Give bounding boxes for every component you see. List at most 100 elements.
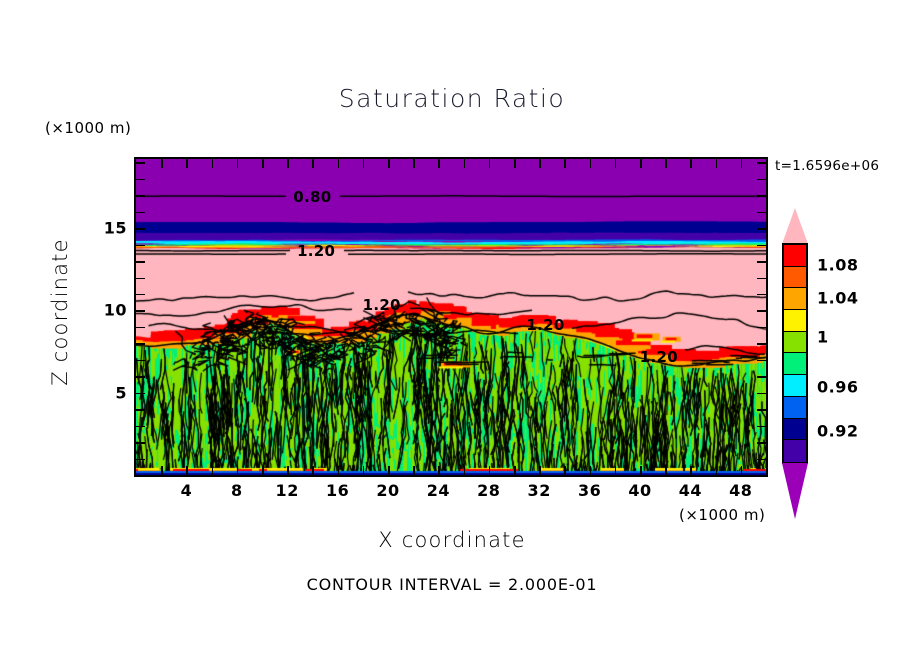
x-tick-label: 44: [678, 481, 703, 500]
x-axis-units-label: (×1000 m): [679, 506, 766, 524]
x-tick-label: 20: [376, 481, 400, 500]
axis-tick-mark: [539, 466, 541, 475]
axis-tick-mark: [757, 326, 766, 329]
colorbar-segment: [784, 418, 806, 441]
axis-tick-mark: [514, 466, 516, 475]
axis-tick-mark: [438, 466, 440, 475]
axis-tick-mark: [388, 466, 390, 475]
x-tick-label: 24: [426, 481, 451, 500]
x-tick-label: 36: [577, 481, 602, 500]
axis-tick-mark: [136, 293, 145, 296]
axis-tick-mark: [757, 458, 766, 461]
axis-tick-mark: [136, 228, 145, 230]
axis-tick-mark: [136, 359, 145, 362]
axis-tick-mark: [665, 466, 667, 475]
x-tick-label: 48: [729, 481, 753, 500]
colorbar-tick-label: 0.92: [817, 421, 859, 441]
axis-tick-mark: [337, 466, 340, 475]
axis-tick-mark: [463, 159, 466, 168]
axis-tick-mark: [715, 466, 718, 475]
axis-tick-mark: [211, 466, 214, 475]
x-tick-label: 28: [477, 481, 501, 500]
contour-value-label: 1.20: [362, 296, 401, 315]
axis-tick-mark: [136, 277, 145, 279]
axis-tick-mark: [514, 159, 516, 168]
axis-tick-mark: [757, 359, 766, 362]
contour-field-canvas: [136, 159, 766, 475]
axis-tick-mark: [136, 343, 145, 345]
axis-tick-mark: [757, 211, 766, 214]
axis-tick-mark: [757, 261, 766, 263]
colorbar-tick-label: 1.04: [817, 288, 859, 308]
time-stamp-label: t=1.6596e+06: [775, 158, 880, 174]
contour-value-label: 1.20: [297, 242, 336, 261]
colorbar[interactable]: [782, 243, 808, 464]
axis-tick-mark: [136, 261, 145, 263]
axis-tick-mark: [488, 466, 491, 475]
axis-tick-mark: [589, 159, 592, 168]
colorbar-tick-label: 0.96: [817, 377, 859, 397]
axis-tick-mark: [740, 466, 743, 475]
axis-tick-mark: [337, 159, 340, 168]
axis-tick-mark: [136, 211, 145, 214]
axis-tick-mark: [757, 376, 766, 378]
colorbar-segment: [784, 331, 806, 354]
colorbar-over-arrow: [782, 208, 808, 244]
y-tick-label: 10: [103, 300, 127, 320]
axis-tick-mark: [757, 442, 766, 444]
axis-tick-mark: [236, 466, 239, 475]
axis-tick-mark: [757, 162, 766, 164]
axis-tick-mark: [362, 466, 365, 475]
axis-tick-mark: [136, 326, 145, 329]
colorbar-under-arrow: [782, 463, 808, 519]
axis-tick-mark: [413, 159, 415, 168]
x-tick-label: 32: [527, 481, 551, 500]
axis-tick-mark: [362, 159, 365, 168]
colorbar-segment: [784, 288, 806, 311]
axis-tick-mark: [161, 466, 163, 475]
axis-tick-mark: [136, 376, 145, 378]
axis-tick-mark: [757, 425, 766, 428]
axis-tick-mark: [640, 159, 642, 168]
axis-tick-mark: [715, 159, 718, 168]
page-title: Saturation Ratio: [338, 84, 566, 113]
x-axis-title: X coordinate: [378, 528, 526, 552]
axis-tick-mark: [438, 159, 440, 168]
axis-tick-mark: [757, 392, 766, 395]
axis-tick-mark: [766, 466, 768, 475]
axis-tick-mark: [665, 159, 667, 168]
axis-tick-mark: [757, 195, 766, 197]
axis-tick-mark: [312, 159, 314, 168]
axis-tick-mark: [757, 178, 766, 181]
colorbar-tick-label: 1.08: [817, 255, 859, 275]
colorbar-segment: [784, 375, 806, 397]
axis-tick-mark: [136, 409, 145, 411]
axis-tick-mark: [757, 244, 766, 247]
axis-tick-mark: [614, 159, 617, 168]
axis-tick-mark: [136, 162, 145, 164]
colorbar-segment: [784, 440, 806, 462]
colorbar-segment: [784, 266, 806, 289]
axis-tick-mark: [136, 458, 145, 461]
axis-tick-mark: [640, 466, 642, 475]
axis-tick-mark: [262, 159, 264, 168]
y-axis-title: Z coordinate: [48, 238, 72, 386]
y-tick-label: 15: [103, 218, 127, 238]
axis-tick-mark: [136, 425, 145, 428]
axis-tick-mark: [757, 310, 766, 312]
axis-tick-mark: [136, 244, 145, 247]
x-tick-label: 12: [275, 481, 299, 500]
axis-tick-mark: [236, 159, 239, 168]
axis-tick-mark: [136, 178, 145, 181]
colorbar-segment: [784, 245, 806, 267]
axis-tick-mark: [757, 343, 766, 345]
contour-interval-caption: CONTOUR INTERVAL = 2.000E-01: [306, 575, 598, 594]
axis-tick-mark: [564, 159, 566, 168]
axis-tick-mark: [136, 195, 145, 197]
contour-plot-area[interactable]: 0.80 1.20 1.20 1.20 1.20: [134, 157, 768, 477]
x-tick-label: 8: [230, 481, 243, 500]
axis-tick-mark: [488, 159, 491, 168]
y-axis-units-label: (×1000 m): [45, 119, 132, 137]
axis-tick-mark: [757, 293, 766, 296]
axis-tick-mark: [136, 310, 145, 312]
